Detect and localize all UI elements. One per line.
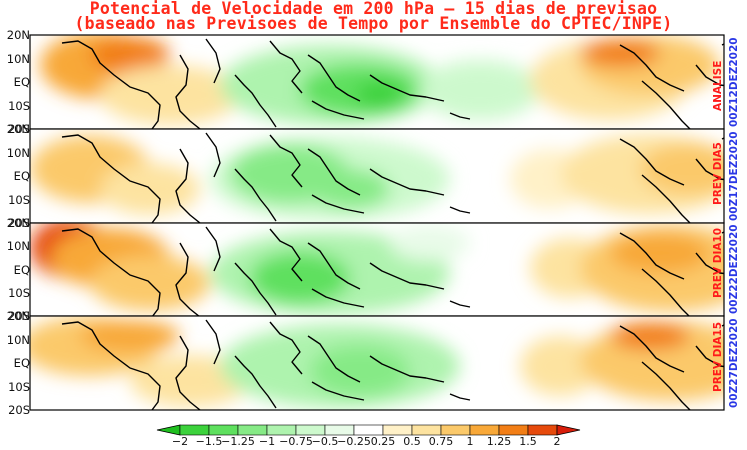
colorbar-segment [440, 424, 471, 436]
colorbar-tick-label: 0.75 [428, 435, 454, 448]
colorbar-segment [353, 424, 384, 436]
colorbar-segment [498, 424, 529, 436]
latitude-label: 10S [8, 379, 30, 394]
latitude-label: 20S [8, 309, 30, 323]
colorbar-tick-label: 1 [466, 435, 474, 448]
latitude-label: 20N [6, 122, 30, 136]
latitude-label: 10N [6, 332, 30, 347]
colorbar-tick-label: −1 [258, 435, 276, 448]
colorbar-min-arrow [156, 424, 181, 436]
map-panel [30, 316, 724, 410]
latitude-label: 10S [8, 98, 30, 113]
colorbar-tick-label: −0.25 [337, 435, 371, 448]
colorbar-tick-label: 0.5 [403, 435, 421, 448]
colorbar-tick-label: 0.25 [370, 435, 396, 448]
latitude-label: EQ [13, 169, 30, 183]
latitude-label: 20N [6, 28, 30, 42]
colorbar-segment [295, 424, 326, 436]
colorbar-segment [179, 424, 210, 436]
colorbar-segment [208, 424, 239, 436]
colorbar-tick-label: −0.75 [279, 435, 313, 448]
map-panel [30, 129, 724, 223]
latitude-label: 10S [8, 285, 30, 300]
colorbar-tick-label: −1.25 [221, 435, 255, 448]
latitude-label: 20S [8, 403, 30, 417]
colorbar-segment [382, 424, 413, 436]
latitude-label: 20S [8, 122, 30, 136]
colorbar-tick-label: −0.5 [311, 435, 339, 448]
colorbar-tick-label: −2 [171, 435, 189, 448]
latitude-label: 10N [6, 239, 30, 254]
chart-title: Potencial de Velocidade em 200 hPa – 15 … [89, 0, 658, 18]
latitude-label: 20N [6, 216, 30, 230]
latitude-label: 10N [6, 51, 30, 66]
latitude-label: EQ [13, 75, 30, 89]
latitude-label: 10N [6, 145, 30, 160]
chart-subtitle: (baseado nas Previsoes de Tempo por Ense… [74, 14, 673, 33]
colorbar-tick-label: 1.25 [486, 435, 512, 448]
colorbar-segment [469, 424, 500, 436]
map-panel [30, 35, 724, 129]
colorbar-tick-label: 2 [553, 435, 561, 448]
colorbar-segment [411, 424, 442, 436]
colorbar-tick-label: −1.5 [195, 435, 223, 448]
map-panel [30, 223, 724, 316]
latitude-label: EQ [13, 262, 30, 277]
latitude-label: 20N [6, 309, 30, 323]
colorbar-segment [324, 424, 355, 436]
latitude-label: 10S [8, 192, 30, 207]
latitude-label: EQ [13, 356, 30, 370]
latitude-label: 20S [8, 216, 30, 230]
colorbar-segment [266, 424, 297, 436]
colorbar-max-arrow [556, 424, 581, 436]
colorbar-segment [237, 424, 268, 436]
colorbar-segment [527, 424, 558, 436]
colorbar-tick-label: 1.5 [519, 435, 537, 448]
